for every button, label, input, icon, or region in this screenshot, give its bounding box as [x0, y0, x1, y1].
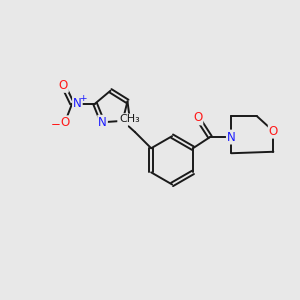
Text: O: O	[193, 111, 202, 124]
Text: N: N	[73, 97, 82, 110]
Text: N: N	[118, 114, 127, 127]
Text: O: O	[269, 125, 278, 138]
Text: N: N	[98, 116, 107, 129]
Text: N: N	[227, 130, 236, 143]
Text: O: O	[60, 116, 69, 129]
Text: CH₃: CH₃	[119, 115, 140, 124]
Text: −: −	[50, 118, 60, 131]
Text: O: O	[58, 79, 68, 92]
Text: +: +	[79, 94, 86, 103]
